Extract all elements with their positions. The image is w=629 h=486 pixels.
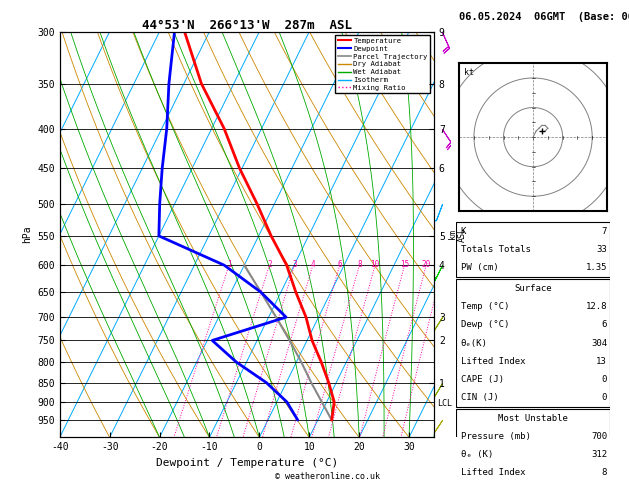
X-axis label: Dewpoint / Temperature (°C): Dewpoint / Temperature (°C) bbox=[156, 458, 338, 468]
Text: Totals Totals: Totals Totals bbox=[460, 245, 530, 254]
Legend: Temperature, Dewpoint, Parcel Trajectory, Dry Adiabat, Wet Adiabat, Isotherm, Mi: Temperature, Dewpoint, Parcel Trajectory… bbox=[335, 35, 430, 93]
Text: 304: 304 bbox=[591, 339, 607, 347]
Text: 7: 7 bbox=[602, 227, 607, 236]
Text: 700: 700 bbox=[591, 432, 607, 441]
Text: 13: 13 bbox=[596, 357, 607, 366]
Text: K: K bbox=[460, 227, 466, 236]
Text: Most Unstable: Most Unstable bbox=[498, 414, 568, 423]
Text: Lifted Index: Lifted Index bbox=[460, 469, 525, 477]
Text: LCL: LCL bbox=[437, 399, 452, 408]
Text: 0: 0 bbox=[602, 393, 607, 402]
Text: Dewp (°C): Dewp (°C) bbox=[460, 320, 509, 330]
Text: 12.8: 12.8 bbox=[586, 302, 607, 311]
Text: CAPE (J): CAPE (J) bbox=[460, 375, 504, 384]
Bar bbox=[456, 222, 610, 277]
Text: θₑ(K): θₑ(K) bbox=[460, 339, 487, 347]
Bar bbox=[456, 279, 610, 407]
Text: 15: 15 bbox=[400, 260, 409, 269]
Text: 6: 6 bbox=[602, 320, 607, 330]
Text: 4: 4 bbox=[311, 260, 315, 269]
Text: Surface: Surface bbox=[515, 284, 552, 293]
Text: CIN (J): CIN (J) bbox=[460, 393, 498, 402]
Text: 8: 8 bbox=[602, 469, 607, 477]
Text: 0: 0 bbox=[602, 375, 607, 384]
Text: 1.35: 1.35 bbox=[586, 263, 607, 273]
Text: 8: 8 bbox=[357, 260, 362, 269]
Text: 33: 33 bbox=[596, 245, 607, 254]
Text: © weatheronline.co.uk: © weatheronline.co.uk bbox=[275, 472, 379, 481]
Text: 312: 312 bbox=[591, 450, 607, 459]
Text: 6: 6 bbox=[337, 260, 342, 269]
Text: 2: 2 bbox=[267, 260, 272, 269]
Text: 1: 1 bbox=[226, 260, 231, 269]
Y-axis label: km
ASL: km ASL bbox=[447, 227, 467, 242]
Text: Lifted Index: Lifted Index bbox=[460, 357, 525, 366]
Text: 20: 20 bbox=[421, 260, 431, 269]
Text: 10: 10 bbox=[370, 260, 380, 269]
Text: kt: kt bbox=[464, 68, 474, 77]
Text: θₑ (K): θₑ (K) bbox=[460, 450, 493, 459]
Y-axis label: hPa: hPa bbox=[22, 226, 31, 243]
Title: 44°53'N  266°13'W  287m  ASL: 44°53'N 266°13'W 287m ASL bbox=[142, 18, 352, 32]
Bar bbox=[456, 409, 610, 486]
Text: 3: 3 bbox=[292, 260, 297, 269]
Text: PW (cm): PW (cm) bbox=[460, 263, 498, 273]
Text: Pressure (mb): Pressure (mb) bbox=[460, 432, 530, 441]
Text: 06.05.2024  06GMT  (Base: 06): 06.05.2024 06GMT (Base: 06) bbox=[459, 12, 629, 22]
Text: Temp (°C): Temp (°C) bbox=[460, 302, 509, 311]
